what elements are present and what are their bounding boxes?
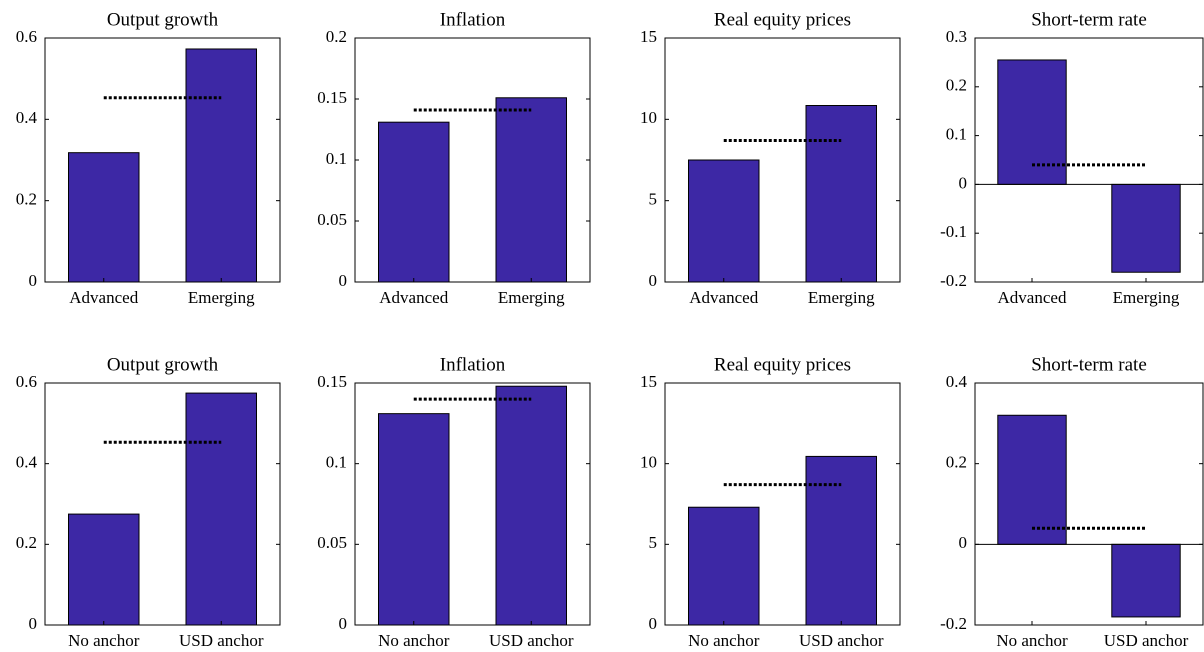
- bar: [378, 121, 450, 283]
- axes-box: [354, 382, 591, 626]
- bar: [1111, 183, 1181, 273]
- y-tick-label: 0.15: [317, 372, 347, 391]
- x-tick-label: Emerging: [1113, 288, 1180, 307]
- x-tick-label: Emerging: [188, 288, 255, 307]
- x-tick-label: Emerging: [498, 288, 565, 307]
- axes-box: [974, 382, 1204, 626]
- y-tick-label: 0: [959, 173, 968, 192]
- bar: [805, 455, 877, 626]
- y-tick-label: 0.2: [946, 453, 967, 472]
- axes-box: [664, 382, 901, 626]
- bar: [688, 506, 760, 626]
- y-tick-label: 15: [640, 372, 657, 391]
- panel-title: Inflation: [440, 354, 506, 375]
- y-tick-label: 0.1: [326, 149, 347, 168]
- bar: [185, 392, 257, 626]
- bar: [68, 513, 140, 626]
- y-tick-label: 0: [649, 271, 658, 290]
- y-tick-label: 0.2: [326, 27, 347, 46]
- bar: [68, 152, 140, 283]
- x-tick-label: No anchor: [688, 631, 760, 650]
- y-tick-label: 0.05: [317, 210, 347, 229]
- bar: [495, 385, 567, 626]
- x-tick-label: No anchor: [68, 631, 140, 650]
- bar: [688, 159, 760, 283]
- y-tick-label: 0.4: [16, 108, 38, 127]
- y-tick-label: 10: [640, 453, 657, 472]
- y-tick-label: 5: [649, 533, 658, 552]
- x-tick-label: Emerging: [808, 288, 875, 307]
- x-tick-label: No anchor: [378, 631, 450, 650]
- axes-box: [974, 37, 1204, 283]
- y-tick-label: 0: [959, 533, 968, 552]
- panel-title: Inflation: [440, 9, 506, 30]
- bar: [185, 48, 257, 283]
- y-tick-label: 0.2: [946, 76, 967, 95]
- axes-box: [44, 37, 281, 283]
- x-tick-label: No anchor: [996, 631, 1068, 650]
- y-tick-label: 0.3: [946, 27, 967, 46]
- panel-title: Output growth: [107, 9, 219, 30]
- y-tick-label: 0: [339, 271, 348, 290]
- axes-box: [664, 37, 901, 283]
- bar: [1111, 543, 1181, 618]
- y-tick-label: -0.2: [940, 271, 967, 290]
- bar: [805, 105, 877, 283]
- y-tick-label: 0.6: [16, 372, 37, 391]
- panel-title: Short-term rate: [1031, 354, 1147, 375]
- y-tick-label: -0.2: [940, 614, 967, 633]
- y-tick-label: 0.4: [946, 372, 968, 391]
- y-tick-label: 0.4: [16, 453, 38, 472]
- x-tick-label: USD anchor: [1104, 631, 1189, 650]
- x-tick-label: Advanced: [69, 288, 138, 307]
- bar: [997, 414, 1067, 545]
- y-tick-label: 0: [649, 614, 658, 633]
- bar: [378, 413, 450, 626]
- x-tick-label: Advanced: [379, 288, 448, 307]
- y-tick-label: 0.1: [946, 125, 967, 144]
- x-tick-label: USD anchor: [799, 631, 884, 650]
- panel-title: Short-term rate: [1031, 9, 1147, 30]
- y-tick-label: 0.15: [317, 88, 347, 107]
- y-tick-label: 15: [640, 27, 657, 46]
- axes-box: [44, 382, 281, 626]
- panel-title: Real equity prices: [714, 9, 851, 30]
- x-tick-label: Advanced: [689, 288, 758, 307]
- x-tick-label: Advanced: [998, 288, 1067, 307]
- y-tick-label: -0.1: [940, 222, 967, 241]
- x-tick-label: USD anchor: [179, 631, 264, 650]
- y-tick-label: 0: [339, 614, 348, 633]
- y-tick-label: 0.2: [16, 190, 37, 209]
- panel-title: Output growth: [107, 354, 219, 375]
- y-tick-label: 5: [649, 190, 658, 209]
- axes-box: [354, 37, 591, 283]
- panel-title: Real equity prices: [714, 354, 851, 375]
- y-tick-label: 0: [29, 271, 38, 290]
- y-tick-label: 0.2: [16, 533, 37, 552]
- y-tick-label: 10: [640, 108, 657, 127]
- y-tick-label: 0: [29, 614, 38, 633]
- y-tick-label: 0.6: [16, 27, 37, 46]
- y-tick-label: 0.1: [326, 453, 347, 472]
- bar: [495, 97, 567, 283]
- y-tick-label: 0.05: [317, 533, 347, 552]
- x-tick-label: USD anchor: [489, 631, 574, 650]
